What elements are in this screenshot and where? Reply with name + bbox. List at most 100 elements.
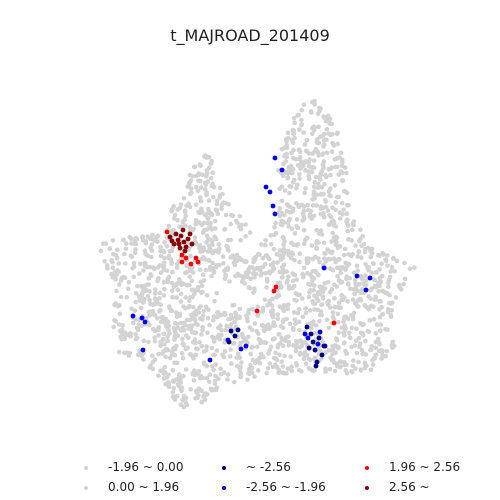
background-point [271,246,277,252]
background-point [197,267,203,273]
cluster-point [302,331,308,337]
background-point [329,220,334,225]
background-point [146,282,151,287]
background-point [222,310,227,316]
background-point [163,354,168,360]
background-point [359,243,365,249]
background-point [188,191,193,197]
background-point [150,309,156,314]
background-point [333,242,339,247]
background-point [368,296,374,301]
background-point [286,286,292,291]
background-point [179,351,185,356]
background-point [280,275,285,280]
background-point [177,313,183,319]
background-point [175,287,181,293]
legend-label: -2.56 ~ -1.96 [246,480,326,494]
background-point [180,336,185,342]
background-point [206,198,212,203]
background-point [141,357,146,362]
background-point [140,235,145,240]
background-point [243,259,249,264]
background-point [318,192,324,197]
background-point [251,256,257,262]
background-point [194,388,199,394]
background-point [245,318,250,324]
background-point [312,268,318,274]
background-point [102,259,107,264]
background-point [170,269,175,275]
background-point [345,282,351,287]
background-point [117,311,123,317]
background-point [178,386,184,392]
cluster-point [272,211,278,217]
background-point [152,300,158,306]
background-point [110,260,115,265]
background-point [320,212,325,217]
background-point [215,314,220,320]
background-point [283,159,289,164]
background-point [332,157,338,162]
background-point [228,312,234,318]
background-point [277,304,283,310]
background-point [212,234,217,240]
background-point [241,335,246,340]
background-point [306,176,312,182]
background-point [279,198,285,204]
cluster-point [176,241,182,247]
background-point [300,314,306,320]
background-point [297,259,302,265]
background-point [306,356,312,362]
background-point [385,327,390,333]
background-point [133,291,139,296]
background-point [322,198,328,203]
background-point [204,168,210,173]
background-point [280,325,286,331]
background-point [313,174,319,180]
background-point [363,282,369,288]
background-point [163,324,169,329]
background-point [184,402,190,408]
background-point [112,302,117,308]
background-point [306,294,312,300]
background-point [376,336,381,342]
background-point [376,280,381,286]
background-point [252,267,257,272]
background-point [200,324,205,330]
background-point [133,299,138,305]
background-point [208,237,214,243]
background-point [310,197,315,202]
background-point [322,115,328,121]
background-point [324,257,329,263]
background-point [277,248,283,253]
background-point [207,379,212,385]
background-point [300,218,306,223]
background-point [350,363,356,369]
background-point [155,233,161,239]
background-point [331,317,337,322]
background-point [194,173,199,179]
background-point [299,107,305,113]
background-point [193,202,199,207]
background-point [183,223,188,228]
background-point [116,261,121,266]
background-point [124,350,129,356]
background-point [383,258,389,264]
background-point [296,306,302,312]
background-point [210,170,216,175]
background-point [204,348,209,353]
background-point [317,312,323,318]
background-point [227,354,233,359]
background-point [208,175,214,181]
background-point [344,218,349,224]
background-point [352,277,358,282]
cluster-point [142,319,148,325]
cluster-point [316,335,322,341]
cluster-point [235,327,241,333]
background-point [318,134,323,139]
background-point [220,254,226,259]
background-point [120,323,125,328]
background-point [294,201,299,206]
background-point [111,324,116,330]
background-point [302,190,307,196]
